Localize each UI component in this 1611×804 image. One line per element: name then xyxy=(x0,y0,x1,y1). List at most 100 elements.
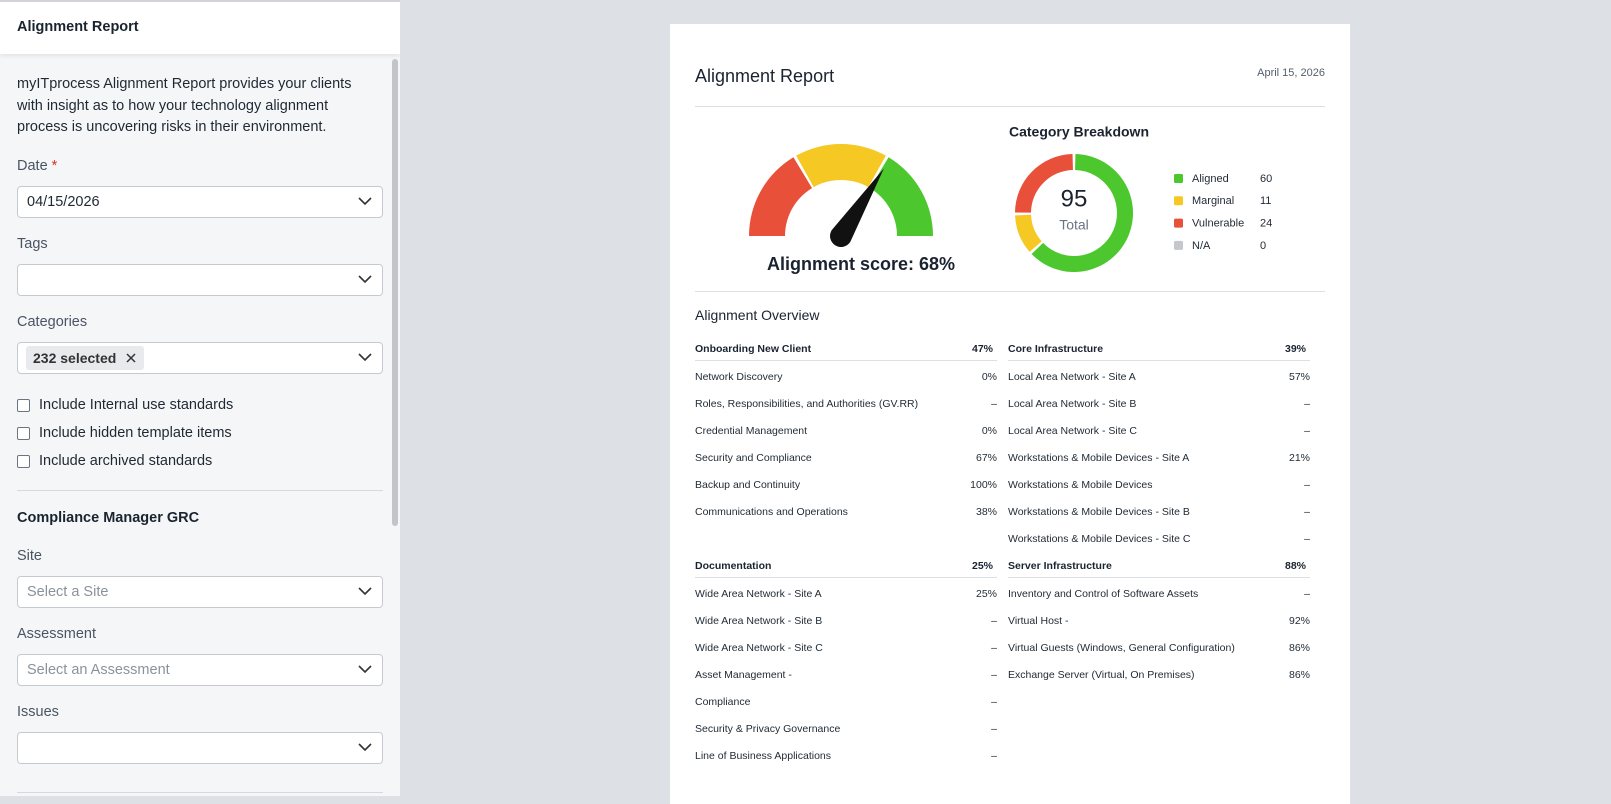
row-value: 57% xyxy=(1288,371,1310,383)
checkbox[interactable] xyxy=(17,399,30,412)
chevron xyxy=(358,587,372,596)
row-value: – xyxy=(1304,398,1310,410)
row-value: – xyxy=(991,669,997,681)
chevron xyxy=(358,665,372,674)
section-rule xyxy=(695,360,997,361)
row-name: Wide Area Network - Site A xyxy=(695,588,822,600)
section-title: Compliance Manager GRC xyxy=(17,510,200,526)
section-value: 47% xyxy=(971,343,993,355)
checkbox[interactable] xyxy=(17,455,30,468)
row-value: 86% xyxy=(1288,669,1310,681)
row-value: – xyxy=(1304,588,1310,600)
row-name: Workstations & Mobile Devices xyxy=(1008,479,1153,491)
categories-select[interactable]: 232 selected xyxy=(17,342,383,374)
tags-select[interactable] xyxy=(17,264,383,296)
row-name: Workstations & Mobile Devices - Site B xyxy=(1008,506,1190,518)
row-name: Roles, Responsibilities, and Authorities… xyxy=(695,398,919,410)
field-label: Tags xyxy=(17,236,48,252)
row-name: Wide Area Network - Site C xyxy=(695,642,823,654)
section-name: Documentation xyxy=(695,560,772,572)
section-value: 88% xyxy=(1284,560,1306,572)
section-name: Core Infrastructure xyxy=(1008,343,1104,355)
row-name: Security and Compliance xyxy=(695,452,812,464)
chevron xyxy=(358,743,372,752)
divider xyxy=(695,106,1325,107)
section-name: Onboarding New Client xyxy=(695,343,812,355)
site-select[interactable]: Select a Site xyxy=(17,576,383,608)
field-label: Date * xyxy=(17,158,57,174)
section-rule xyxy=(1008,577,1310,578)
required-mark: * xyxy=(51,158,58,174)
row-name: Line of Business Applications xyxy=(695,750,832,762)
row-value: – xyxy=(991,696,997,708)
date-input[interactable]: 04/15/2026 xyxy=(17,186,383,218)
report-card: Alignment Report April 15, 2026 Alignmen… xyxy=(670,24,1350,804)
input-value: 04/15/2026 xyxy=(27,194,100,210)
section-rule xyxy=(695,577,997,578)
checkbox[interactable] xyxy=(17,427,30,440)
row-value: – xyxy=(991,750,997,762)
row-name: Exchange Server (Virtual, On Premises) xyxy=(1008,669,1195,681)
chip[interactable]: 232 selected xyxy=(26,346,145,370)
scrollbar[interactable] xyxy=(392,59,398,526)
row-value: 21% xyxy=(1288,452,1310,464)
chip-remove[interactable] xyxy=(126,353,136,363)
divider xyxy=(17,792,383,793)
row-value: – xyxy=(991,723,997,735)
section-name: Server Infrastructure xyxy=(1008,560,1112,572)
divider xyxy=(695,291,1325,292)
sidebar-header: Alignment Report xyxy=(0,2,400,54)
section-value: 25% xyxy=(971,560,993,572)
field-label: Assessment xyxy=(17,626,96,642)
row-value: 0% xyxy=(981,425,997,437)
row-name: Local Area Network - Site C xyxy=(1008,425,1137,437)
row-name: Inventory and Control of Software Assets xyxy=(1008,588,1199,600)
row-name: Security & Privacy Governance xyxy=(695,723,841,735)
row-name: Local Area Network - Site A xyxy=(1008,371,1136,383)
row-name: Virtual Host - xyxy=(1008,615,1069,627)
row-name: Wide Area Network - Site B xyxy=(695,615,823,627)
sidebar-title: Alignment Report xyxy=(17,19,139,35)
row-value: 86% xyxy=(1288,642,1310,654)
row-name: Workstations & Mobile Devices - Site A xyxy=(1008,452,1190,464)
field-label: Categories xyxy=(17,314,88,330)
row-value: – xyxy=(1304,506,1310,518)
report-date: April 15, 2026 xyxy=(1257,67,1325,79)
chevron xyxy=(358,197,372,206)
row-value: 38% xyxy=(975,506,997,518)
issues-select[interactable] xyxy=(17,732,383,764)
row-name: Compliance xyxy=(695,696,751,708)
assessment-select[interactable]: Select an Assessment xyxy=(17,654,383,686)
chevron xyxy=(358,275,372,284)
row-value: 0% xyxy=(981,371,997,383)
divider xyxy=(17,490,383,491)
description: myITprocess Alignment Report provides yo… xyxy=(17,76,352,135)
row-value: – xyxy=(1304,533,1310,545)
sidebar: Alignment Report myITprocess Alignment R… xyxy=(0,0,400,796)
section-value: 39% xyxy=(1284,343,1306,355)
row-value: 67% xyxy=(975,452,997,464)
row-name: Network Discovery xyxy=(695,371,783,383)
checkbox-label: Include archived standards xyxy=(39,453,213,469)
row-name: Local Area Network - Site B xyxy=(1008,398,1137,410)
row-value: – xyxy=(991,615,997,627)
row-value: – xyxy=(991,398,997,410)
row-name: Backup and Continuity xyxy=(695,479,801,491)
section-rule xyxy=(1008,360,1310,361)
row-value: – xyxy=(1304,425,1310,437)
row-name: Virtual Guests (Windows, General Configu… xyxy=(1008,642,1235,654)
row-value: 25% xyxy=(975,588,997,600)
chevron xyxy=(358,353,372,362)
placeholder: Select an Assessment xyxy=(27,662,170,678)
row-name: Communications and Operations xyxy=(695,506,848,518)
row-value: 92% xyxy=(1288,615,1310,627)
row-value: – xyxy=(1304,479,1310,491)
label-text: Date xyxy=(17,158,48,174)
row-value: 100% xyxy=(970,479,997,491)
chip-text: 232 selected xyxy=(33,350,117,366)
report-title: Alignment Report xyxy=(695,66,835,86)
row-value: – xyxy=(991,642,997,654)
checkbox-label: Include Internal use standards xyxy=(39,397,234,413)
field-label: Issues xyxy=(17,704,59,720)
